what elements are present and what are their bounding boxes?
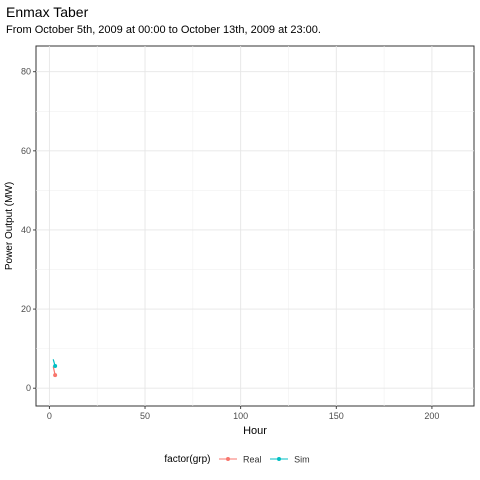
series-point-sim <box>53 364 58 369</box>
series-layer <box>52 359 58 378</box>
x-axis-label: Hour <box>243 425 267 437</box>
legend: factor(grp) Real Sim <box>0 454 480 465</box>
x-tick-label: 150 <box>329 411 344 421</box>
gridlines <box>36 46 474 406</box>
y-tick-label: 80 <box>21 67 31 77</box>
panel-border <box>35 45 475 407</box>
legend-key-sim <box>270 457 289 462</box>
legend-title: factor(grp) <box>164 454 211 465</box>
legend-label-sim: Sim <box>294 454 310 465</box>
legend-key-real <box>219 457 238 462</box>
x-tick-label: 100 <box>233 411 248 421</box>
chart-subtitle: From October 5th, 2009 at 00:00 to Octob… <box>6 24 321 36</box>
y-tick-label: 60 <box>21 146 31 156</box>
chart-title: Enmax Taber <box>6 4 89 20</box>
x-tick-label: 0 <box>47 411 52 421</box>
y-axis-ticks: 0 20 40 60 80 <box>21 67 36 393</box>
x-tick-label: 50 <box>140 411 150 421</box>
y-tick-label: 40 <box>21 225 31 235</box>
x-tick-label: 200 <box>424 411 439 421</box>
x-axis-ticks: 0 50 100 150 200 <box>47 406 439 421</box>
y-tick-label: 0 <box>26 383 31 393</box>
y-tick-label: 20 <box>21 304 31 314</box>
legend-item-sim: Sim <box>270 454 310 465</box>
series-point-real <box>53 373 58 378</box>
legend-label-real: Real <box>243 454 262 465</box>
legend-item-real: Real <box>219 454 262 465</box>
y-axis-label: Power Output (MW) <box>4 182 15 270</box>
